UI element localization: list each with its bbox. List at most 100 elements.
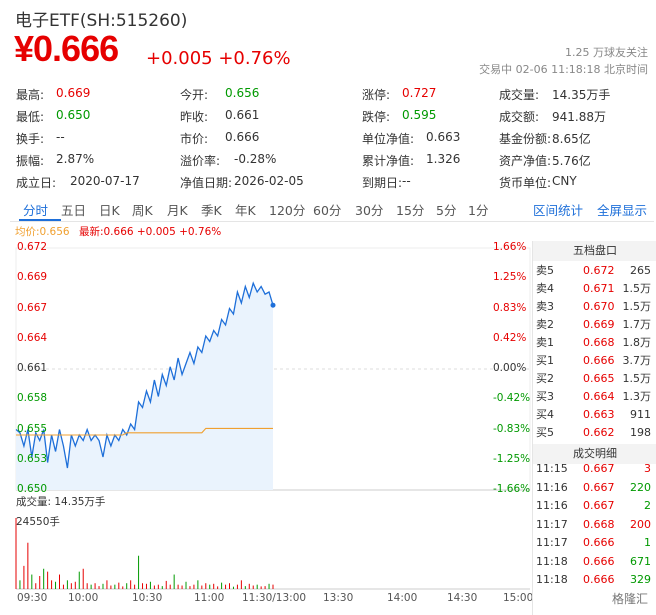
stat-label: 换手:	[16, 132, 45, 146]
trade-row: 11:16 0.667 2	[533, 497, 656, 515]
stat-label: 基金份额:	[499, 132, 552, 146]
orderbook-level: 买5	[536, 426, 554, 439]
trade-time: 11:16	[536, 499, 568, 512]
orderbook-title: 五档盘口	[533, 241, 656, 261]
tab-1[interactable]: 五日	[61, 203, 87, 218]
stat-value: 14.35万手	[552, 88, 611, 102]
trade-time: 11:17	[536, 536, 568, 549]
orderbook-level: 卖4	[536, 282, 554, 295]
orderbook-row: 买5 0.662 198	[533, 424, 656, 442]
last-price: ¥0.666	[14, 28, 119, 69]
trade-volume: 3	[644, 462, 651, 475]
pct-tick-label: 0.83%	[493, 301, 527, 314]
price-tick-label: 0.658	[17, 392, 48, 405]
orderbook-volume: 1.7万	[622, 318, 652, 331]
tab-3[interactable]: 周K	[132, 203, 153, 218]
orderbook-level: 买2	[536, 372, 554, 385]
tab-2[interactable]: 日K	[99, 203, 120, 218]
trades-title: 成交明细	[533, 444, 656, 464]
intraday-chart[interactable]	[0, 238, 532, 615]
tab-0[interactable]: 分时	[23, 203, 49, 218]
trade-price: 0.668	[583, 517, 615, 531]
tab-8[interactable]: 60分	[313, 203, 342, 218]
tab-6[interactable]: 年K	[235, 203, 256, 218]
orderbook-price: 0.662	[583, 426, 615, 439]
orderbook-level: 卖1	[536, 336, 554, 349]
stat-label: 跌停:	[362, 110, 391, 124]
stat-value: 2.87%	[56, 152, 95, 166]
orderbook-volume: 1.5万	[622, 300, 652, 313]
tab-5[interactable]: 季K	[201, 203, 222, 218]
orderbook-price: 0.669	[583, 318, 615, 331]
pct-tick-label: -0.83%	[493, 422, 531, 435]
trade-time: 11:18	[536, 573, 568, 586]
trade-volume: 2	[644, 499, 651, 512]
price-tick-label: 0.661	[17, 362, 48, 374]
orderbook-row: 买4 0.663 911	[533, 406, 656, 424]
pct-tick-label: 1.25%	[493, 271, 527, 284]
stat-value: 0.661	[225, 108, 260, 122]
trade-row: 11:16 0.667 220	[533, 479, 656, 497]
orderbook-price: 0.670	[583, 300, 615, 313]
range-stats-link[interactable]: 区间统计	[533, 203, 584, 218]
orderbook-row: 卖1 0.668 1.8万	[533, 334, 656, 352]
orderbook-volume: 3.7万	[622, 354, 652, 367]
orderbook-volume: 1.5万	[622, 282, 652, 295]
tabs-divider	[10, 221, 654, 222]
trade-time: 11:17	[536, 517, 568, 531]
stat-label: 成交额:	[499, 110, 540, 124]
chart-legend: 均价:0.656 最新:0.666 +0.005 +0.76%	[15, 224, 221, 239]
stat-value: 0.727	[402, 86, 437, 100]
trade-row: 11:17 0.668 200	[533, 516, 656, 534]
trade-price: 0.667	[583, 499, 615, 512]
stat-label: 昨收:	[180, 110, 209, 124]
stat-label: 今开:	[180, 88, 209, 102]
orderbook-volume: 1.8万	[622, 336, 652, 349]
stat-value: 2026-02-05	[234, 174, 304, 188]
volume-max-label: 24550手	[16, 516, 60, 528]
trade-volume: 220	[630, 480, 651, 494]
orderbook-row: 卖5 0.672 265	[533, 262, 656, 280]
stat-value: 1.326	[426, 152, 461, 166]
stat-value: --	[402, 174, 411, 188]
stat-label: 振幅:	[16, 154, 45, 168]
stat-value: 941.88万	[552, 110, 606, 124]
orderbook-price: 0.664	[583, 390, 615, 403]
tab-9[interactable]: 30分	[355, 203, 384, 218]
stat-label: 到期日:	[362, 176, 403, 190]
stat-label: 单位净值:	[362, 132, 415, 146]
active-tab-indicator	[19, 219, 61, 221]
price-line	[15, 281, 274, 469]
stat-value: --	[56, 130, 65, 144]
time-tick-label: 14:00	[387, 592, 418, 604]
pct-tick-label: -0.42%	[493, 392, 531, 405]
trade-price: 0.667	[583, 462, 615, 475]
trade-time: 11:18	[536, 554, 568, 568]
tab-4[interactable]: 月K	[167, 203, 188, 218]
price-tick-label: 0.653	[17, 452, 48, 465]
trade-row: 11:18 0.666 671	[533, 553, 656, 571]
stat-label: 净值日期:	[180, 176, 233, 190]
stat-value: 0.663	[426, 130, 461, 144]
tab-7[interactable]: 120分	[269, 203, 306, 218]
orderbook-level: 卖5	[536, 264, 554, 277]
tab-12[interactable]: 1分	[468, 203, 489, 218]
orderbook-level: 买1	[536, 354, 554, 367]
tab-10[interactable]: 15分	[396, 203, 425, 218]
stat-label: 成交量:	[499, 88, 540, 102]
tab-11[interactable]: 5分	[436, 203, 457, 218]
orderbook-price: 0.663	[583, 408, 615, 421]
stat-label: 涨停:	[362, 88, 391, 102]
fullscreen-link[interactable]: 全屏显示	[597, 203, 648, 218]
avg-price-line	[16, 427, 273, 436]
price-tick-label: 0.664	[17, 331, 48, 344]
stat-value: -0.28%	[234, 152, 277, 166]
orderbook-row: 卖2 0.669 1.7万	[533, 316, 656, 334]
orderbook-level: 卖3	[536, 300, 554, 313]
pct-tick-label: 0.00%	[493, 362, 527, 374]
legend-last-price: 最新:0.666 +0.005 +0.76%	[78, 226, 222, 238]
time-tick-label: 11:00	[194, 592, 225, 604]
time-tick-label: 15:00	[503, 592, 534, 604]
price-area-fill	[16, 283, 273, 490]
follower-count: 1.25 万球友关注	[565, 46, 648, 59]
